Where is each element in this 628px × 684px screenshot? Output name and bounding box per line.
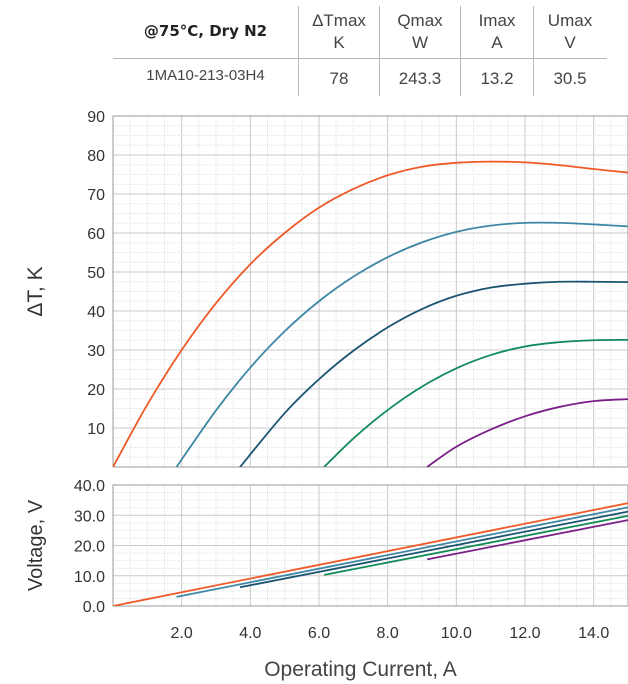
col-header-qmax: Qmax W [381, 10, 459, 54]
value-umax: 30.5 [553, 69, 587, 88]
x-tick-label: 2.0 [171, 625, 193, 642]
x-tick-label: 4.0 [239, 625, 261, 642]
series-line-3 [239, 280, 628, 467]
x-tick-label: 8.0 [377, 625, 399, 642]
value-dtmax: 78 [329, 69, 349, 88]
condition-label: @75°C, Dry N2 [143, 22, 268, 40]
col-header-dtmax: ΔTmax K [300, 10, 378, 54]
value-qmax: 243.3 [398, 69, 442, 88]
x-tick-label: 12.0 [509, 625, 540, 642]
y-tick-label: 40.0 [74, 478, 105, 495]
series-group [113, 502, 628, 606]
y-tick-label: 90 [87, 109, 105, 126]
col-name-qmax: Qmax [397, 11, 443, 30]
value-imax: 13.2 [480, 69, 514, 88]
series-line-4 [323, 514, 628, 576]
table-divider [460, 6, 461, 96]
x-tick-label: 6.0 [308, 625, 330, 642]
col-unit-imax: A [491, 33, 503, 52]
y-tick-label: 30.0 [74, 508, 105, 525]
x-tick-label: 10.0 [441, 625, 472, 642]
series-line-5 [426, 398, 628, 467]
series-line-2 [175, 221, 628, 467]
series-group [113, 160, 628, 467]
grid [113, 484, 628, 606]
series-line-3 [239, 510, 628, 589]
series-line-5 [426, 519, 628, 561]
y-tick-label: 50 [87, 265, 105, 282]
table-divider [298, 6, 299, 96]
grid [113, 115, 628, 467]
table-divider [113, 58, 607, 59]
series-line-1 [113, 502, 628, 606]
col-unit-qmax: W [411, 33, 429, 52]
delta-t-chart: 10 20 30 40 50 60 70 80 90 ΔT, K [24, 109, 628, 468]
col-header-imax: Imax A [462, 10, 532, 54]
y-axis-label: Voltage, V [25, 499, 47, 591]
col-name-umax: Umax [547, 11, 593, 30]
model-label: 1MA10-213-03H4 [146, 67, 265, 84]
series-line-1 [113, 160, 628, 467]
series-line-2 [176, 506, 628, 598]
col-header-umax: Umax V [535, 10, 605, 54]
series-line-4 [323, 338, 628, 467]
y-tick-label: 10.0 [74, 569, 105, 586]
y-tick-label: 40 [87, 304, 105, 321]
col-unit-dtmax: K [333, 33, 345, 52]
table-divider [533, 6, 534, 96]
y-axis-label: ΔT, K [24, 266, 47, 316]
y-tick-label: 70 [87, 187, 105, 204]
y-tick-label: 20.0 [74, 539, 105, 556]
table-divider [379, 6, 380, 96]
col-unit-umax: V [564, 33, 576, 52]
y-tick-label: 80 [87, 148, 105, 165]
col-name-imax: Imax [478, 11, 516, 30]
col-name-dtmax: ΔTmax [312, 11, 366, 30]
spec-table: @75°C, Dry N2 ΔTmax K Qmax W Imax A Umax… [0, 0, 628, 100]
y-tick-label: 60 [87, 226, 105, 243]
y-tick-label: 20 [87, 382, 105, 399]
plot-border [112, 484, 628, 607]
voltage-chart: 0.0 10.0 20.0 30.0 40.0 2.0 4.0 6.0 8.0 10.0 12.0 1… [25, 478, 628, 681]
y-tick-label: 10 [87, 421, 105, 438]
y-tick-label: 0.0 [83, 599, 105, 616]
x-tick-label: 14.0 [578, 625, 609, 642]
y-tick-label: 30 [87, 343, 105, 360]
x-axis-label: Operating Current, A [264, 658, 457, 681]
plot-border [112, 115, 628, 468]
